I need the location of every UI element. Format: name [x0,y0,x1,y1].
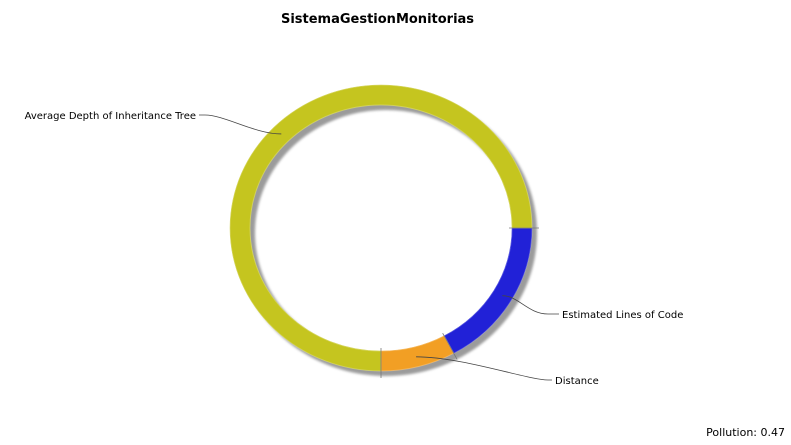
slice-callouts: Estimated Lines of Code Distance Average D… [25,111,684,387]
ring-slices [229,84,533,372]
slice-average-depth-of-inheritance-tree [229,84,533,372]
slice-distance [380,335,455,372]
callout-leader-average-depth-of-inheritance-tree [199,114,282,135]
chart-title: SistemaGestionMonitorias [280,12,475,27]
pollution-label: Pollution: 0.47 [706,426,785,439]
slice-highlight-average-depth-of-inheritance-tree [229,84,533,372]
callout-leader-estimated-lines-of-code [502,295,559,315]
callout-label-estimated-lines-of-code: Estimated Lines of Code [562,310,683,321]
callout-leader-distance [416,356,552,381]
slice-separators [380,227,539,378]
slice-separator [442,332,458,360]
callout-label-distance: Distance [555,376,599,387]
callout-label-average-depth-of-inheritance-tree: Average Depth of Inheritance Tree [25,111,196,122]
